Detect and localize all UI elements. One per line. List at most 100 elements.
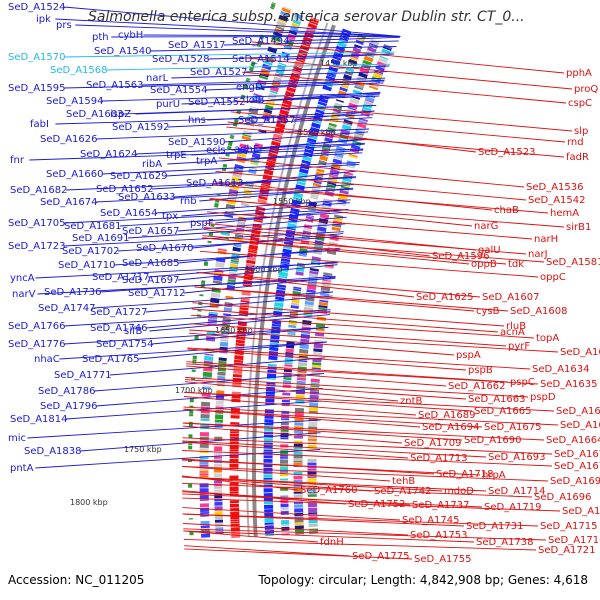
left-gene-label-50[interactable]: pspF — [190, 218, 214, 229]
left-gene-label-61[interactable]: SeD_A1736 — [44, 287, 102, 298]
left-gene-label-55[interactable]: SeD_A1710 — [58, 260, 116, 271]
left-gene-label-60[interactable]: narV — [12, 289, 36, 300]
right-gene-label-13[interactable]: narH — [534, 234, 558, 245]
right-gene-label-66[interactable]: SeD_A1715 — [540, 521, 598, 532]
left-gene-label-30[interactable]: ecls — [206, 145, 226, 156]
left-gene-label-58[interactable]: SeD_A1717 — [92, 272, 150, 283]
right-gene-label-39[interactable]: SeD_A1689 — [418, 410, 476, 421]
left-gene-label-23[interactable]: ispZ — [110, 109, 131, 120]
right-gene-label-25[interactable]: rluB — [506, 321, 526, 332]
left-gene-label-14[interactable]: SeD_A1595 — [8, 83, 66, 94]
right-gene-label-69[interactable]: SeD_A1738 — [476, 537, 534, 548]
left-gene-label-13[interactable]: narL — [146, 73, 169, 84]
left-gene-label-52[interactable]: SeD_A1723 — [8, 241, 66, 252]
left-gene-label-75[interactable]: SeD_A1814 — [10, 414, 68, 425]
left-gene-label-6[interactable]: SeD_A1494 — [232, 36, 290, 47]
left-gene-label-26[interactable]: hns — [188, 115, 206, 126]
left-gene-label-7[interactable]: SeD_A1540 — [94, 46, 152, 57]
left-gene-label-10[interactable]: SeD_A1570 — [8, 52, 66, 63]
right-gene-label-48[interactable]: SeD_A1713 — [410, 453, 468, 464]
left-gene-label-74[interactable]: SeD_A1796 — [40, 401, 98, 412]
right-gene-label-21[interactable]: SeD_A1625 — [416, 292, 474, 303]
right-gene-label-42[interactable]: SeD_A1694 — [422, 422, 480, 433]
right-gene-label-22[interactable]: SeD_A1607 — [482, 292, 540, 303]
right-gene-label-2[interactable]: cspC — [568, 98, 592, 109]
right-gene-label-60[interactable]: SeD_A1737 — [412, 500, 470, 511]
right-gene-label-11[interactable]: narG — [474, 221, 498, 232]
right-gene-label-12[interactable]: sirB1 — [566, 222, 591, 233]
right-gene-label-68[interactable]: SeD_A1753 — [410, 530, 468, 541]
left-gene-label-68[interactable]: SeD_A1776 — [8, 339, 66, 350]
left-gene-label-15[interactable]: SeD_A1563 — [86, 80, 144, 91]
left-gene-label-45[interactable]: SeD_A1654 — [100, 208, 158, 219]
right-gene-label-27[interactable]: topA — [536, 333, 559, 344]
left-gene-label-8[interactable]: SeD_A1528 — [152, 54, 210, 65]
right-gene-label-9[interactable]: chaB — [494, 205, 519, 216]
right-gene-label-74[interactable]: SeD_A1721 — [538, 545, 596, 556]
left-gene-label-28[interactable]: SeD_A1626 — [40, 134, 98, 145]
right-gene-label-44[interactable]: SeD_A1655 — [560, 420, 600, 431]
right-gene-label-64[interactable]: SeD_A1745 — [402, 515, 460, 526]
left-gene-label-5[interactable]: SeD_A1517 — [168, 40, 226, 51]
left-gene-label-31[interactable]: adhE — [234, 144, 259, 155]
right-gene-label-3[interactable]: slp — [574, 126, 588, 137]
left-gene-label-66[interactable]: SeD_A1746 — [90, 323, 148, 334]
right-gene-label-24[interactable]: SeD_A1608 — [510, 306, 568, 317]
left-gene-label-49[interactable]: SeD_A1657 — [122, 226, 180, 237]
left-gene-label-40[interactable]: SeD_A1652 — [96, 184, 154, 195]
right-gene-label-31[interactable]: pspB — [468, 365, 493, 376]
right-gene-label-63[interactable]: SeD_A1752 — [348, 499, 406, 510]
right-gene-label-16[interactable]: narJ — [528, 249, 548, 260]
right-gene-label-59[interactable]: SeD_A1742 — [374, 486, 432, 497]
left-gene-label-35[interactable]: fnr — [10, 155, 25, 166]
left-gene-label-29[interactable]: SeD_A1590 — [168, 137, 226, 148]
left-gene-label-77[interactable]: SeD_A1838 — [24, 446, 82, 457]
right-gene-label-23[interactable]: cysB — [476, 306, 500, 317]
right-gene-label-61[interactable]: SeD_A1719 — [484, 502, 542, 513]
left-gene-label-51[interactable]: SeD_A1691 — [72, 233, 130, 244]
left-gene-label-63[interactable]: SeD_A1747 — [38, 303, 96, 314]
left-gene-label-9[interactable]: SeD_A1514 — [232, 54, 290, 65]
left-gene-label-64[interactable]: SeD_A1727 — [90, 307, 148, 318]
left-gene-label-56[interactable]: SeD_A1685 — [122, 258, 180, 269]
right-gene-label-33[interactable]: SeD_A1662 — [448, 381, 506, 392]
left-gene-label-76[interactable]: mic — [8, 433, 26, 444]
right-gene-label-5[interactable]: SeD_A1523 — [478, 147, 536, 158]
right-gene-label-72[interactable]: SeD_A1775 — [352, 551, 410, 562]
right-gene-label-41[interactable]: SeD_A1651 — [556, 406, 600, 417]
left-gene-label-39[interactable]: SeD_A1682 — [10, 185, 68, 196]
left-gene-label-34[interactable]: trpA — [196, 156, 217, 167]
right-gene-label-35[interactable]: SeD_A1635 — [540, 379, 598, 390]
right-gene-label-37[interactable]: SeD_A1663 — [468, 394, 526, 405]
right-gene-label-58[interactable]: SeD_A1760 — [300, 485, 358, 496]
left-gene-label-38[interactable]: ribA — [142, 159, 162, 170]
left-gene-label-32[interactable]: SeD_A1624 — [80, 149, 138, 160]
left-gene-label-19[interactable]: purU — [156, 99, 180, 110]
right-gene-label-73[interactable]: SeD_A1755 — [414, 554, 472, 565]
right-gene-label-51[interactable]: hrpA — [482, 470, 506, 481]
left-gene-label-42[interactable]: SeD_A1674 — [40, 197, 98, 208]
right-gene-label-55[interactable]: mdoD — [444, 486, 474, 497]
right-gene-label-40[interactable]: SeD_A1665 — [474, 406, 532, 417]
right-gene-label-43[interactable]: SeD_A1675 — [484, 422, 542, 433]
left-gene-label-48[interactable]: SeD_A1681 — [64, 221, 122, 232]
left-gene-label-57[interactable]: yncA — [10, 273, 35, 284]
left-gene-label-36[interactable]: SeD_A1660 — [46, 169, 104, 180]
right-gene-label-6[interactable]: fadR — [566, 152, 589, 163]
right-gene-label-26[interactable]: acnA — [500, 327, 525, 338]
right-gene-label-8[interactable]: SeD_A1542 — [528, 195, 586, 206]
left-gene-label-53[interactable]: SeD_A1702 — [62, 246, 120, 257]
left-gene-label-16[interactable]: SeD_A1554 — [150, 85, 208, 96]
right-gene-label-30[interactable]: pspA — [456, 350, 481, 361]
right-gene-label-7[interactable]: SeD_A1536 — [526, 182, 584, 193]
right-gene-label-47[interactable]: SeD_A1664 — [546, 435, 600, 446]
left-gene-label-67[interactable]: sifB — [124, 326, 143, 337]
right-gene-label-15[interactable]: SeD_A1596 — [432, 251, 490, 262]
left-gene-label-47[interactable]: SeD_A1705 — [8, 218, 66, 229]
right-gene-label-50[interactable]: SeD_A1671 — [554, 449, 600, 460]
left-gene-label-2[interactable]: prs — [56, 20, 72, 31]
left-gene-label-78[interactable]: pntA — [10, 463, 34, 474]
left-gene-label-24[interactable]: fabI — [30, 119, 49, 130]
right-gene-label-53[interactable]: SeD_A1677 — [554, 461, 600, 472]
left-gene-label-1[interactable]: ipk — [36, 14, 51, 25]
